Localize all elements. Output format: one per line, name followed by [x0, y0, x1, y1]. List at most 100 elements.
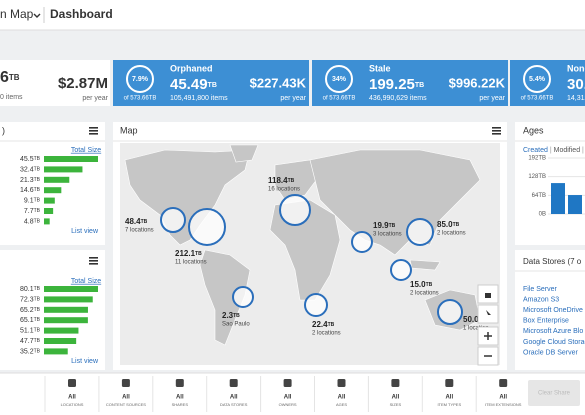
y-tick-label: 128TB: [528, 174, 546, 180]
value: 14.6: [20, 187, 34, 194]
location-marker[interactable]: [437, 299, 463, 325]
filter-label[interactable]: DATA STORES: [220, 402, 248, 407]
age-tab[interactable]: Created: [523, 147, 548, 154]
filter-value[interactable]: All: [284, 395, 292, 401]
location-marker[interactable]: [279, 194, 311, 226]
bar-label: 32.4TB: [20, 166, 41, 173]
value: 9.1: [24, 197, 34, 204]
panel: [0, 122, 105, 245]
filter-value[interactable]: All: [338, 395, 346, 401]
location-size: 15.0TB: [410, 280, 433, 289]
unit: TB: [34, 349, 41, 355]
filter-label[interactable]: CONTENT SOURCES: [106, 402, 146, 407]
value: 212.1: [175, 249, 196, 258]
location-marker[interactable]: [160, 207, 186, 233]
unit: TB: [415, 82, 424, 89]
bar-label: 65.2TB: [20, 307, 41, 314]
unit: TB: [34, 286, 41, 292]
pct-ring: [126, 65, 154, 93]
filter-icon: [68, 379, 76, 387]
unit: TB: [34, 208, 41, 214]
filter-label[interactable]: SIZES: [390, 402, 402, 407]
filter-label[interactable]: AGES: [336, 402, 347, 407]
filter-label[interactable]: SHARES: [172, 402, 189, 407]
app-name[interactable]: n Map: [0, 7, 34, 21]
filter-icon: [337, 379, 346, 387]
list-view-link[interactable]: List view: [71, 228, 99, 235]
bar-label: 47.7TB: [20, 338, 41, 345]
filter-label[interactable]: LOCATIONS: [61, 402, 84, 407]
store-link[interactable]: Microsoft Azure Blo: [523, 328, 583, 335]
value: 15.0: [410, 280, 426, 289]
sort-link[interactable]: Total Size: [71, 278, 101, 285]
unit: TB: [34, 297, 41, 303]
unit: TB: [34, 328, 41, 334]
location-marker[interactable]: [188, 208, 226, 246]
location-size: 22.4TB: [312, 320, 335, 329]
store-link[interactable]: Box Enterprise: [523, 318, 569, 325]
stat-items: 0 items: [0, 94, 23, 101]
store-link[interactable]: Amazon S3: [523, 296, 559, 303]
filter-icon: [229, 379, 238, 387]
header-bar: [0, 0, 585, 30]
value: 7.7: [24, 208, 34, 215]
bar-label: 21.3TB: [20, 177, 41, 184]
filter-value[interactable]: All: [68, 395, 76, 401]
bar-label: 72.3TB: [20, 296, 41, 303]
stat-size: 199.25TB: [369, 76, 424, 93]
age-tab[interactable]: Modified: [554, 147, 581, 154]
store-link[interactable]: Oracle DB Server: [523, 349, 579, 356]
menu-icon[interactable]: [89, 257, 98, 265]
location-marker[interactable]: [351, 231, 373, 253]
menu-icon[interactable]: [89, 127, 98, 135]
unit: TB: [141, 219, 148, 225]
location-size: 19.9TB: [373, 221, 396, 230]
bar-label: 4.8TB: [24, 218, 41, 225]
app-chevron[interactable]: [33, 13, 41, 18]
filter-value[interactable]: All: [176, 395, 184, 401]
stat-card: [510, 60, 585, 106]
filter-value[interactable]: All: [499, 395, 507, 401]
pointer-icon: [486, 310, 491, 315]
bar-label: 7.7TB: [24, 208, 41, 215]
clear-button[interactable]: [528, 380, 580, 406]
location-marker[interactable]: [390, 259, 412, 281]
location-size: 48.4TB: [125, 217, 148, 226]
stat-total: of 573.66TB: [521, 96, 554, 102]
filter-icon: [499, 379, 508, 387]
filter-label[interactable]: ITEM EXTENSIONS: [485, 402, 522, 407]
stores-panel: [515, 250, 585, 370]
menu-icon[interactable]: [492, 127, 501, 135]
filter-label[interactable]: OWNERS: [279, 402, 297, 407]
list-view-link[interactable]: List view: [71, 358, 99, 365]
bar: [44, 348, 68, 355]
stat-total: of 573.66TB: [323, 96, 356, 102]
value: 199.25: [369, 76, 415, 93]
filter-value[interactable]: All: [122, 395, 130, 401]
panel-title: Map: [120, 125, 138, 135]
filter-bar: [0, 373, 585, 415]
store-link[interactable]: Google Cloud Storag: [523, 339, 585, 346]
store-link[interactable]: File Server: [523, 286, 558, 293]
sort-link[interactable]: Total Size: [71, 147, 101, 154]
unit: TB: [389, 223, 396, 229]
store-link[interactable]: Microsoft OneDrive: [523, 307, 583, 314]
filter-value[interactable]: All: [230, 395, 238, 401]
filter-label[interactable]: ITEM TYPES: [437, 402, 461, 407]
bar-label: 51.1TB: [20, 327, 41, 334]
unit: TB: [34, 156, 41, 162]
location-marker[interactable]: [304, 293, 328, 317]
filter-value[interactable]: All: [445, 395, 453, 401]
bar: [551, 183, 565, 214]
filter-value[interactable]: All: [392, 395, 400, 401]
value: 85.0: [437, 220, 453, 229]
value: 72.3: [20, 296, 34, 303]
unit: TB: [34, 338, 41, 344]
clear-button-label: Clear Share: [538, 391, 571, 397]
location-marker[interactable]: [406, 218, 434, 246]
age-tabs: Created | Modified |: [523, 147, 584, 154]
location-marker[interactable]: [232, 286, 254, 308]
value: 22.4: [312, 320, 328, 329]
value: 80.1: [20, 286, 34, 293]
